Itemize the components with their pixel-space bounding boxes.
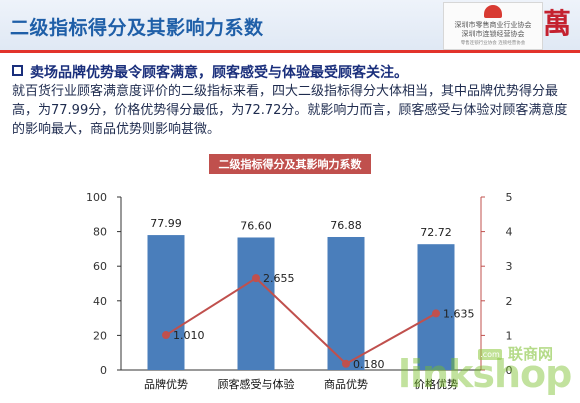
line-path bbox=[165, 276, 437, 366]
bar bbox=[147, 235, 185, 370]
x-category-label: 顾客感受与体验 bbox=[218, 377, 295, 391]
line-point bbox=[342, 359, 350, 368]
y-right-tick-label: 3 bbox=[506, 260, 513, 273]
line-value-label: 1.635 bbox=[443, 307, 475, 320]
y-right-tick-label: 5 bbox=[506, 191, 513, 204]
square-bullet-icon bbox=[12, 65, 23, 76]
page-title: 二级指标得分及其影响力系数 bbox=[10, 17, 264, 39]
y-left-tick-label: 100 bbox=[86, 191, 107, 204]
y-left-tick-label: 60 bbox=[93, 260, 107, 273]
chart-title-box: 二级指标得分及其影响力系数 bbox=[209, 154, 371, 174]
association-name-1: 深圳市零售商业行业协会 bbox=[454, 21, 532, 29]
x-category-label: 品牌优势 bbox=[144, 377, 188, 391]
y-left-tick-label: 20 bbox=[93, 329, 107, 342]
association-name-2: 深圳市连锁经营协会 bbox=[461, 30, 525, 38]
chart-title: 二级指标得分及其影响力系数 bbox=[219, 157, 363, 171]
y-right-tick-label: 4 bbox=[506, 226, 513, 239]
line-value-label: 0.180 bbox=[353, 358, 385, 371]
bar-value-label: 76.88 bbox=[330, 219, 362, 232]
y-left-tick-label: 0 bbox=[100, 364, 107, 377]
y-right-tick-label: 0 bbox=[506, 364, 513, 377]
bar bbox=[327, 236, 365, 370]
x-category-label: 商品优势 bbox=[324, 377, 368, 391]
watermark-com: .com bbox=[478, 349, 502, 360]
association-emblem-icon bbox=[484, 5, 502, 18]
summary-headline: 卖场品牌优势最令顾客满意，顾客感受与体验最受顾客关注。 bbox=[12, 62, 408, 82]
y-axis-right: 0 1 2 3 4 5 bbox=[480, 191, 513, 377]
summary-headline-text: 卖场品牌优势最令顾客满意，顾客感受与体验最受顾客关注。 bbox=[30, 65, 408, 81]
bar-value-label: 72.72 bbox=[420, 226, 452, 239]
bar-value-label: 77.99 bbox=[150, 217, 182, 230]
summary-body: 就百货行业顾客满意度评价的二级指标来看，四大二级指标得分大体相当，其中品牌优势得… bbox=[12, 84, 568, 137]
y-left-tick-label: 80 bbox=[93, 226, 107, 239]
y-axis-left: 0 20 40 60 80 100 bbox=[86, 191, 122, 377]
header-divider bbox=[0, 50, 580, 53]
x-axis-categories: 品牌优势 顾客感受与体验 商品优势 价格优势 bbox=[144, 377, 458, 391]
y-left-tick-label: 40 bbox=[93, 295, 107, 308]
brand-logo: 萬 bbox=[543, 7, 572, 40]
association-logo: 深圳市零售商业行业协会 深圳市连锁经营协会 零售连锁行业协会 连锁经营协会 bbox=[443, 2, 543, 50]
line-value-label: 1.010 bbox=[173, 329, 205, 342]
chart-title-background bbox=[209, 154, 371, 174]
bar bbox=[237, 237, 275, 370]
bar-series: 77.99 76.60 76.88 72.72 bbox=[147, 217, 455, 370]
bar bbox=[417, 244, 455, 370]
line-series: 1.010 2.655 0.180 1.635 bbox=[162, 272, 475, 371]
association-name-3: 零售连锁行业协会 连锁经营协会 bbox=[460, 41, 526, 46]
line-point bbox=[162, 331, 170, 340]
y-right-tick-label: 1 bbox=[506, 329, 513, 342]
y-right-tick-label: 2 bbox=[506, 295, 513, 308]
line-value-label: 2.655 bbox=[263, 272, 295, 285]
line-point bbox=[432, 309, 440, 318]
watermark-cn: 联商网 bbox=[508, 345, 554, 363]
line-point bbox=[252, 274, 260, 283]
x-category-label: 价格优势 bbox=[414, 377, 458, 391]
bar-value-label: 76.60 bbox=[240, 219, 272, 232]
header-bar: 二级指标得分及其影响力系数 深圳市零售商业行业协会 深圳市连锁经营协会 零售连锁… bbox=[0, 0, 580, 53]
